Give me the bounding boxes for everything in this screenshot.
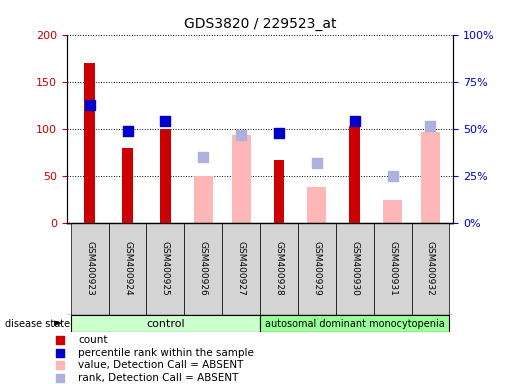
Bar [160,129,170,223]
Bar [411,223,450,315]
Bar [71,223,109,315]
Bar [383,200,402,223]
Point [56,337,64,343]
Title: GDS3820 / 229523_at: GDS3820 / 229523_at [184,17,336,31]
Point [426,123,435,129]
Bar [260,315,450,332]
Text: GSM400929: GSM400929 [313,242,321,296]
Text: GSM400923: GSM400923 [85,242,94,296]
Bar [350,126,360,223]
Bar [194,176,213,223]
Point [275,130,283,136]
Bar [298,223,336,315]
Bar [421,132,440,223]
Text: rank, Detection Call = ABSENT: rank, Detection Call = ABSENT [78,373,238,383]
Text: GSM400930: GSM400930 [350,242,359,296]
Text: GSM400926: GSM400926 [199,242,208,296]
Text: disease state: disease state [5,318,70,329]
Bar [184,223,222,315]
Bar [260,223,298,315]
Text: GSM400925: GSM400925 [161,242,170,296]
Point [351,118,359,124]
Point [199,154,208,160]
Point [237,132,245,138]
Text: value, Detection Call = ABSENT: value, Detection Call = ABSENT [78,360,244,370]
Bar [273,160,284,223]
Point [313,159,321,166]
Bar [336,223,374,315]
Text: autosomal dominant monocytopenia: autosomal dominant monocytopenia [265,318,444,329]
Text: GSM400924: GSM400924 [123,242,132,296]
Text: count: count [78,335,108,345]
Text: percentile rank within the sample: percentile rank within the sample [78,348,254,358]
Bar [84,63,95,223]
Text: GSM400931: GSM400931 [388,242,397,296]
Text: ►: ► [54,318,63,329]
Bar [374,223,411,315]
Point [56,362,64,368]
Bar [307,187,327,223]
Text: GSM400928: GSM400928 [274,242,284,296]
Text: control: control [146,318,185,329]
Bar [71,315,260,332]
Point [56,350,64,356]
Bar [109,223,146,315]
Text: GSM400927: GSM400927 [236,242,246,296]
Point [85,102,94,108]
Point [161,118,169,124]
Bar [222,223,260,315]
Point [124,128,132,134]
Bar [122,148,133,223]
Bar [146,223,184,315]
Text: GSM400932: GSM400932 [426,242,435,296]
Point [56,375,64,381]
Bar [232,135,251,223]
Point [388,173,397,179]
